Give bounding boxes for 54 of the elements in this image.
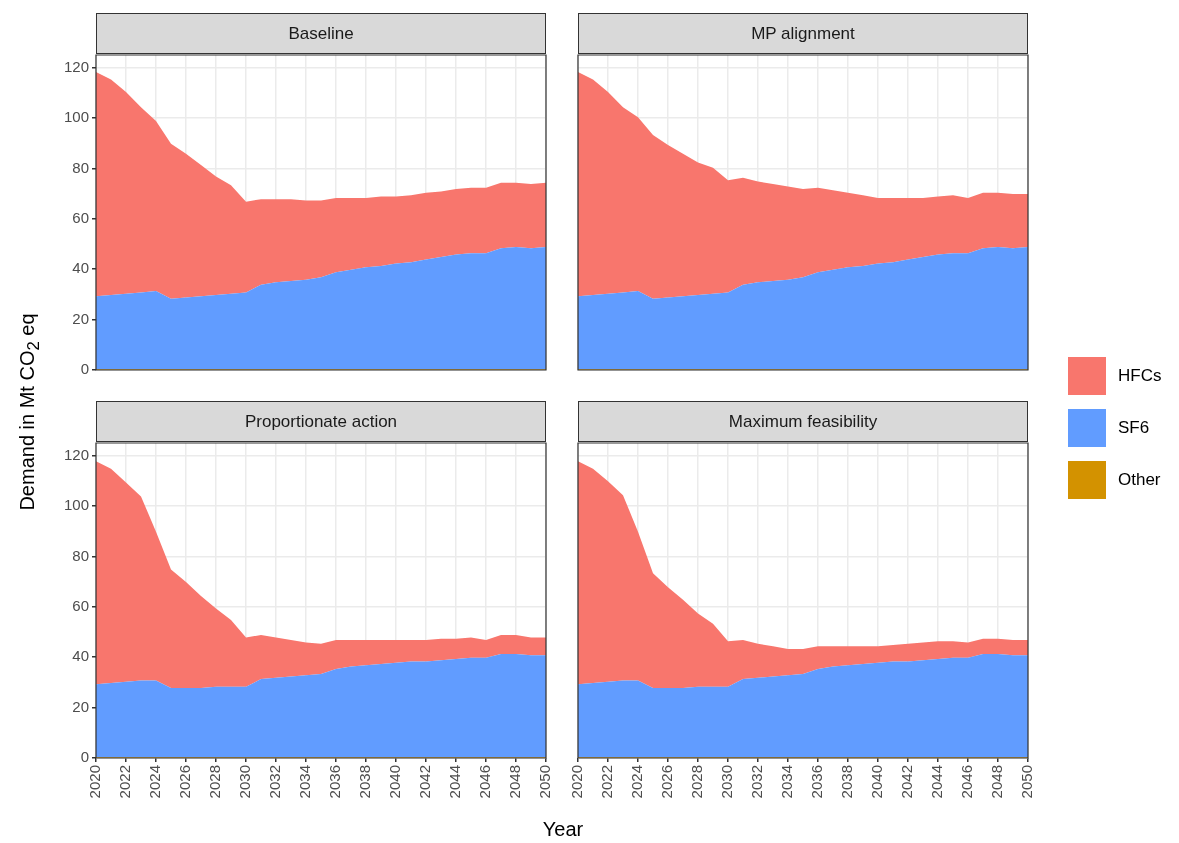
legend-label: Other [1118, 470, 1161, 490]
x-tick-label: 2050 [536, 765, 554, 799]
x-tick-label: 2030 [236, 765, 254, 799]
x-tick-label: 2040 [868, 765, 886, 799]
x-tick-label: 2036 [326, 765, 344, 799]
chart-title: Maximum feasibility [578, 401, 1028, 442]
x-tick-label: 2038 [356, 765, 374, 799]
y-tick-label: 40 [72, 647, 89, 665]
x-tick-label: 2034 [296, 765, 314, 799]
y-tick-label: 40 [72, 259, 89, 277]
x-tick-label: 2036 [808, 765, 826, 799]
y-tick-label: 80 [72, 158, 89, 176]
x-tick-label: 2022 [598, 765, 616, 799]
y-tick-label: 0 [80, 360, 89, 378]
y-tick-label: 120 [63, 445, 89, 463]
x-tick-label: 2038 [838, 765, 856, 799]
chart-title: Proportionate action [96, 401, 546, 442]
x-tick-label: 2026 [176, 765, 194, 799]
x-tick-label: 2026 [658, 765, 676, 799]
y-tick-label: 20 [72, 309, 89, 327]
x-tick-label: 2048 [506, 765, 524, 799]
legend-label: SF6 [1118, 418, 1150, 438]
x-tick-label: 2048 [988, 765, 1006, 799]
x-tick-label: 2028 [206, 765, 224, 799]
x-tick-label: 2046 [958, 765, 976, 799]
legend-label: HFCs [1118, 366, 1162, 386]
y-tick-label: 20 [72, 697, 89, 715]
chart-title: Baseline [96, 13, 546, 54]
y-tick-label: 120 [63, 57, 89, 75]
x-tick-label: 2024 [146, 765, 164, 799]
y-tick-label: 80 [72, 546, 89, 564]
x-tick-label: 2032 [266, 765, 284, 799]
y-tick-label: 0 [80, 748, 89, 766]
x-tick-label: 2020 [86, 765, 104, 799]
chart-title: MP alignment [578, 13, 1028, 54]
x-tick-label: 2044 [928, 765, 946, 799]
y-tick-label: 100 [63, 108, 89, 126]
x-tick-label: 2040 [386, 765, 404, 799]
x-tick-label: 2030 [718, 765, 736, 799]
x-tick-label: 2032 [748, 765, 766, 799]
x-tick-label: 2024 [628, 765, 646, 799]
x-tick-label: 2034 [778, 765, 796, 799]
x-tick-label: 2046 [476, 765, 494, 799]
x-tick-label: 2042 [416, 765, 434, 799]
y-tick-label: 60 [72, 596, 89, 614]
x-tick-label: 2022 [116, 765, 134, 799]
y-tick-label: 60 [72, 208, 89, 226]
x-tick-label: 2044 [446, 765, 464, 799]
x-tick-label: 2020 [568, 765, 586, 799]
x-axis-title: Year [542, 818, 584, 841]
x-tick-label: 2050 [1018, 765, 1036, 799]
x-tick-label: 2028 [688, 765, 706, 799]
x-tick-label: 2042 [898, 765, 916, 799]
y-tick-label: 100 [63, 496, 89, 514]
